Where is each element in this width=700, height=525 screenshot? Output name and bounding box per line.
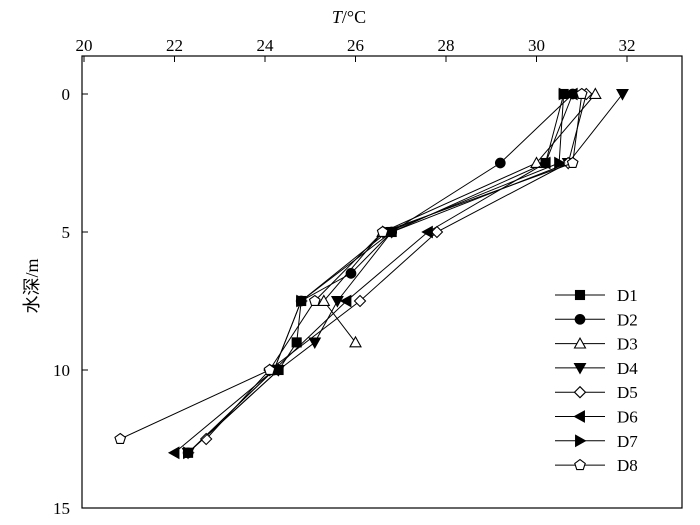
series-d8	[114, 87, 588, 444]
data-point	[421, 225, 433, 239]
legend: D1 D2 D3 D4 D5 D6 D7 D8	[555, 286, 638, 475]
legend-item-d1: D1	[555, 286, 638, 305]
x-tick-label: 26	[347, 36, 364, 55]
series-d5	[199, 87, 593, 446]
legend-marker	[573, 362, 587, 375]
legend-label: D5	[617, 383, 638, 402]
data-point	[558, 87, 571, 101]
y-tick-label: 15	[53, 499, 70, 518]
series-line	[187, 93, 623, 454]
legend-item-d5: D5	[555, 383, 638, 402]
series-line	[323, 93, 596, 343]
data-point	[349, 335, 362, 348]
y-tick-label: 0	[62, 85, 71, 104]
plot-frame	[81, 55, 683, 509]
series-line	[187, 93, 565, 454]
x-tick-label: 24	[257, 36, 275, 55]
data-point	[575, 87, 588, 99]
x-tick-label: 22	[166, 36, 183, 55]
data-point	[167, 446, 180, 460]
series-line	[205, 93, 587, 440]
legend-marker	[574, 289, 586, 301]
data-point	[530, 156, 543, 168]
legend-label: D3	[617, 335, 638, 354]
legend-marker	[574, 313, 586, 325]
data-point	[183, 446, 195, 460]
data-point	[566, 156, 579, 168]
data-point	[353, 294, 367, 308]
legend-marker	[573, 336, 587, 349]
legend-label: D7	[617, 432, 638, 451]
series-line	[187, 93, 574, 454]
data-point	[199, 432, 213, 446]
legend-label: D2	[617, 310, 638, 329]
legend-item-d8: D8	[555, 456, 638, 475]
legend-label: D8	[617, 456, 638, 475]
x-axis-title: T/°C	[332, 7, 366, 27]
data-point	[317, 294, 331, 306]
data-point	[308, 337, 322, 350]
legend-label: D6	[617, 408, 638, 427]
data-point	[554, 156, 566, 170]
data-point	[430, 225, 444, 239]
series-line	[119, 93, 583, 440]
series-d3	[317, 87, 602, 348]
data-point	[376, 225, 389, 237]
legend-item-d6: D6	[555, 408, 638, 427]
legend-item-d4: D4	[555, 359, 638, 378]
legend-marker	[573, 385, 587, 399]
data-point	[494, 157, 506, 169]
data-point	[296, 294, 308, 308]
y-axis-title: 水深/m	[22, 258, 42, 313]
series-layer	[114, 87, 629, 460]
data-point	[308, 294, 321, 306]
legend-marker	[574, 458, 586, 471]
series-d4	[181, 89, 629, 460]
data-point	[339, 294, 352, 308]
x-tick-label: 32	[619, 36, 636, 55]
legend-item-d7: D7	[555, 432, 638, 451]
legend-item-d3: D3	[555, 335, 638, 354]
y-tick-label: 5	[62, 223, 71, 242]
data-point	[616, 89, 629, 101]
series-d6	[167, 87, 578, 460]
legend-marker	[575, 434, 587, 448]
series-d7	[183, 87, 571, 460]
x-tick-label: 30	[528, 36, 545, 55]
data-point	[291, 337, 302, 348]
data-point	[263, 363, 276, 375]
x-tick-label: 28	[438, 36, 455, 55]
legend-item-d2: D2	[555, 310, 638, 329]
y-tick-label: 10	[53, 361, 70, 380]
series-line	[174, 93, 574, 454]
data-point	[588, 87, 602, 99]
x-axis-ticks: 20 22 24 26 28 30 32	[76, 36, 636, 62]
data-point	[330, 296, 344, 308]
data-point	[114, 432, 127, 444]
data-point	[538, 156, 551, 170]
legend-marker	[573, 410, 585, 423]
legend-label: D1	[617, 286, 638, 305]
x-tick-label: 20	[76, 36, 93, 55]
series-d2	[182, 88, 579, 459]
y-axis-ticks: 0 5 10 15	[53, 85, 88, 518]
legend-label: D4	[617, 359, 638, 378]
